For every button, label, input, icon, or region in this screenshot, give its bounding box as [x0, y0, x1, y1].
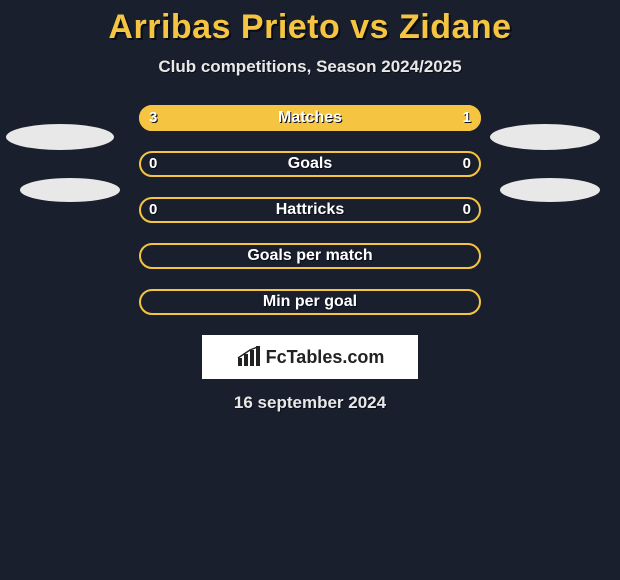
logo-text: FcTables.com	[266, 347, 385, 368]
bar-chart-icon	[236, 346, 262, 368]
stat-row: Goals per match	[139, 243, 481, 269]
stat-row: 00Hattricks	[139, 197, 481, 223]
stat-label: Hattricks	[139, 197, 481, 223]
stat-label: Goals per match	[139, 243, 481, 269]
placeholder-ellipse	[490, 124, 600, 150]
placeholder-ellipse	[500, 178, 600, 202]
page-title: Arribas Prieto vs Zidane	[0, 8, 620, 47]
placeholder-ellipse	[20, 178, 120, 202]
stat-row: 00Goals	[139, 151, 481, 177]
placeholder-ellipse	[6, 124, 114, 150]
infographic-container: Arribas Prieto vs Zidane Club competitio…	[0, 0, 620, 413]
stat-label: Min per goal	[139, 289, 481, 315]
stat-row: Min per goal	[139, 289, 481, 315]
logo-box: FcTables.com	[202, 335, 418, 379]
stat-label: Matches	[139, 105, 481, 131]
page-subtitle: Club competitions, Season 2024/2025	[0, 57, 620, 77]
stat-label: Goals	[139, 151, 481, 177]
date-text: 16 september 2024	[0, 393, 620, 413]
stat-row: 31Matches	[139, 105, 481, 131]
logo: FcTables.com	[236, 346, 385, 368]
